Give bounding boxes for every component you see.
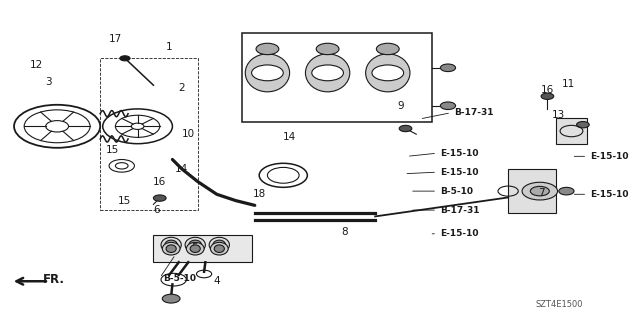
Text: 14: 14: [283, 132, 296, 142]
Circle shape: [522, 182, 557, 200]
Ellipse shape: [214, 245, 225, 252]
Text: E-15-10: E-15-10: [440, 229, 479, 238]
Ellipse shape: [185, 237, 205, 252]
Text: FR.: FR.: [43, 273, 65, 286]
Text: 12: 12: [29, 60, 43, 70]
Text: 18: 18: [253, 189, 266, 199]
Text: SZT4E1500: SZT4E1500: [535, 300, 582, 309]
Text: 16: 16: [153, 177, 166, 187]
Circle shape: [577, 122, 589, 128]
Text: E-15-10: E-15-10: [591, 152, 629, 161]
Bar: [556, 118, 588, 144]
Bar: [100, 58, 198, 210]
Ellipse shape: [163, 242, 180, 255]
Text: E-15-10: E-15-10: [591, 190, 629, 199]
Circle shape: [376, 43, 399, 55]
Ellipse shape: [186, 242, 204, 255]
Circle shape: [312, 65, 344, 81]
Text: 14: 14: [175, 164, 189, 174]
Ellipse shape: [166, 245, 176, 252]
Circle shape: [559, 187, 574, 195]
Text: 13: 13: [552, 110, 566, 120]
Circle shape: [440, 102, 456, 109]
Text: E-15-10: E-15-10: [440, 149, 479, 158]
Text: 15: 15: [106, 145, 119, 155]
Ellipse shape: [213, 240, 226, 250]
Bar: [154, 235, 252, 262]
Ellipse shape: [190, 245, 200, 252]
Circle shape: [163, 294, 180, 303]
Text: 15: 15: [118, 196, 132, 206]
Text: 16: 16: [541, 85, 554, 95]
Circle shape: [541, 93, 554, 100]
Ellipse shape: [365, 54, 410, 92]
Ellipse shape: [165, 240, 177, 250]
Text: 17: 17: [109, 34, 122, 44]
Text: E-15-10: E-15-10: [440, 168, 479, 177]
Circle shape: [399, 125, 412, 132]
Text: 2: 2: [179, 83, 185, 93]
Text: B-5-10: B-5-10: [440, 187, 474, 196]
Ellipse shape: [161, 237, 181, 252]
Text: B-17-31: B-17-31: [440, 206, 480, 215]
Circle shape: [372, 65, 404, 81]
Text: 11: 11: [562, 78, 575, 89]
Text: 4: 4: [214, 276, 220, 286]
Text: 1: 1: [166, 42, 173, 52]
Text: 8: 8: [341, 227, 348, 237]
Circle shape: [252, 65, 284, 81]
Text: 6: 6: [153, 205, 160, 215]
Text: B-5-10: B-5-10: [163, 274, 196, 283]
Text: 3: 3: [45, 77, 52, 87]
Text: B-17-31: B-17-31: [454, 108, 494, 117]
Ellipse shape: [245, 54, 290, 92]
Text: 5: 5: [191, 243, 198, 253]
Bar: [508, 169, 556, 213]
Circle shape: [316, 43, 339, 55]
Circle shape: [440, 64, 456, 71]
Circle shape: [154, 195, 166, 201]
Ellipse shape: [189, 240, 202, 250]
Circle shape: [120, 56, 130, 61]
Text: 7: 7: [538, 188, 545, 198]
Ellipse shape: [305, 54, 350, 92]
Bar: [242, 33, 432, 122]
Circle shape: [531, 186, 549, 196]
Text: 9: 9: [397, 101, 404, 111]
Ellipse shape: [209, 237, 229, 252]
Ellipse shape: [211, 242, 228, 255]
Circle shape: [256, 43, 279, 55]
Text: 10: 10: [182, 129, 195, 139]
